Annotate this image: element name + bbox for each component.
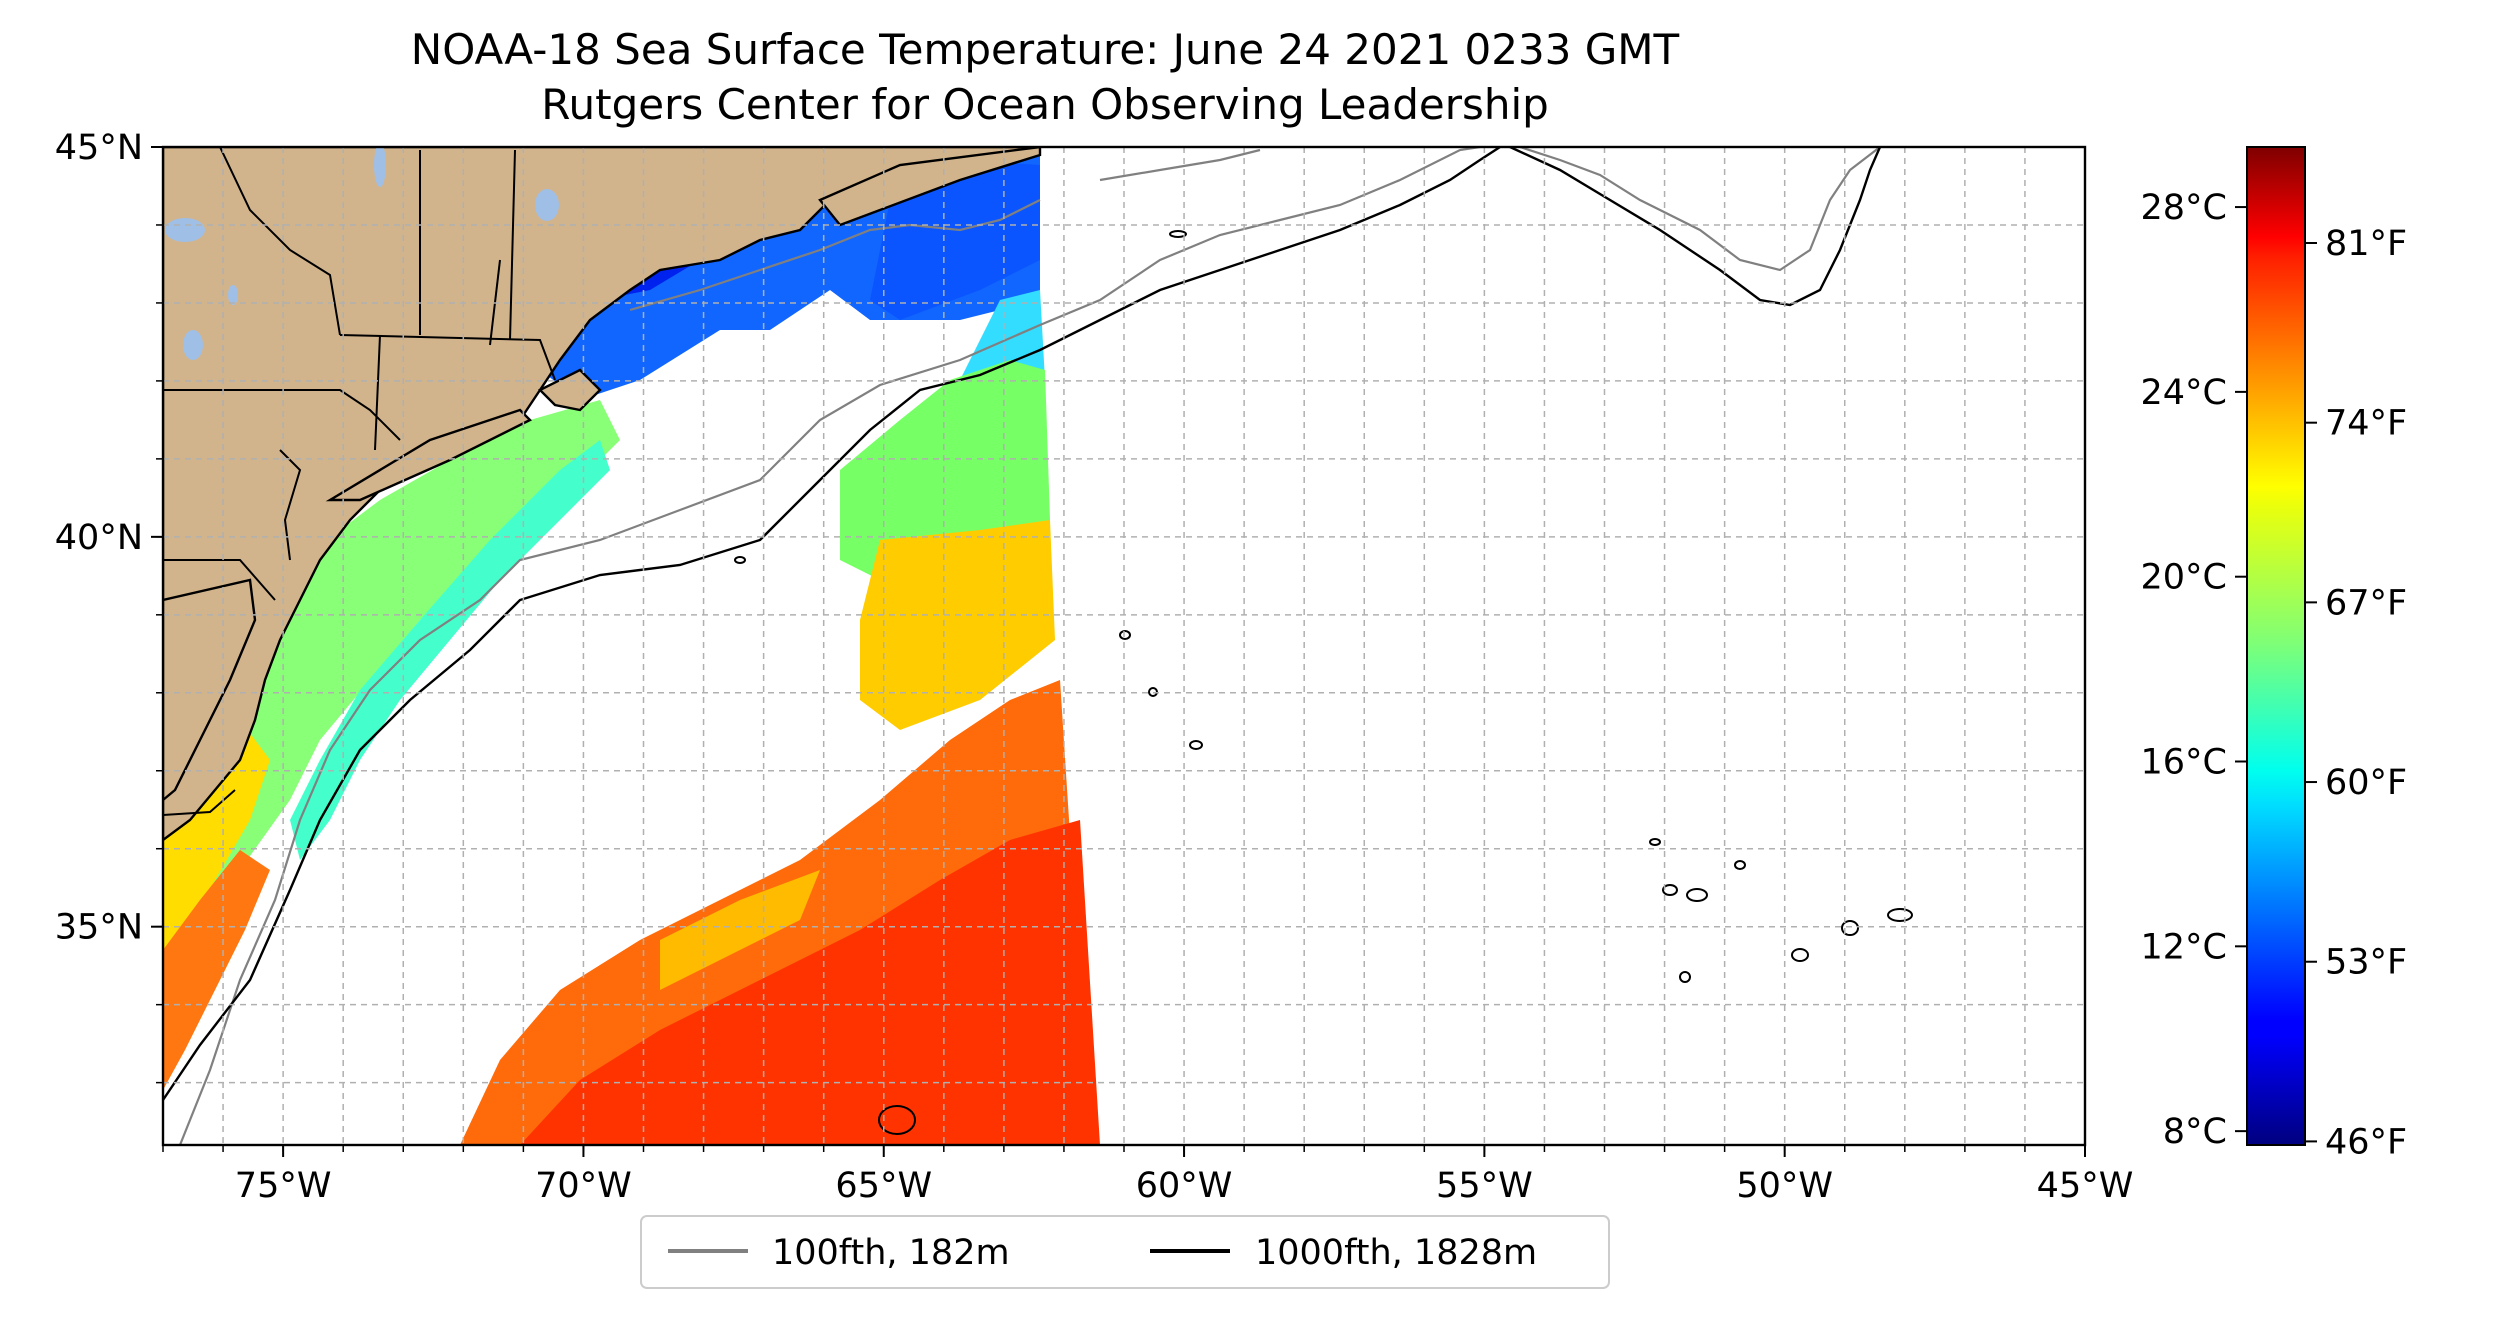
latitude-tick-label: 40°N [55, 518, 143, 558]
lake [228, 285, 238, 305]
colorbar-fahrenheit-label: 67°F [2325, 583, 2407, 623]
seamount [1649, 838, 1661, 846]
sst-slope-yellow [860, 520, 1055, 730]
sst-sargasso-yellow [660, 870, 820, 990]
colorbar-fahrenheit-axis: 46°F 53°F 60°F 67°F 74°F 81°F [2305, 224, 2407, 1162]
seamount [1887, 908, 1913, 922]
colorbar-celsius-label: 24°C [2141, 373, 2227, 413]
sst-shelf-aqua [290, 440, 610, 860]
colorbar-celsius-label: 20°C [2141, 558, 2227, 598]
lake [183, 330, 203, 360]
seamount [878, 1105, 916, 1135]
map-title: NOAA-18 Sea Surface Temperature: June 24… [410, 25, 1680, 74]
seamount [1734, 860, 1746, 870]
sst-gulf-stream-red [520, 820, 1100, 1145]
colorbar-fahrenheit-label: 74°F [2325, 404, 2407, 444]
colorbar-celsius-label: 28°C [2141, 188, 2227, 228]
land-delmarva [163, 578, 257, 802]
lake [374, 147, 386, 187]
colorbar-fahrenheit-label: 46°F [2325, 1122, 2407, 1162]
seamount [1662, 884, 1678, 896]
lake [165, 218, 205, 242]
longitude-tick-label: 45°W [2037, 1166, 2134, 1206]
land-cape-cod [537, 368, 602, 412]
seamount [1148, 687, 1158, 697]
sst-georges-bank [870, 160, 1040, 320]
seamount [1841, 920, 1859, 936]
map-panel: 75°W 70°W 65°W 60°W 55°W 50°W 45°W 45°N 40°N 35°… [55, 128, 2134, 1206]
seamount [1679, 971, 1691, 983]
seamount [1791, 948, 1809, 962]
seamounts [734, 230, 1913, 1135]
legend: 100fth, 182m 1000fth, 1828m [640, 1215, 1610, 1289]
lake [535, 189, 559, 221]
seamount [734, 556, 746, 564]
sst-slope-green [840, 360, 1050, 580]
seamount [1686, 888, 1708, 902]
colorbar-celsius-label: 16°C [2141, 743, 2227, 783]
colorbar-fahrenheit-label: 53°F [2325, 943, 2407, 983]
longitude-axis: 75°W 70°W 65°W 60°W 55°W 50°W 45°W [235, 1145, 2134, 1206]
lakes [165, 147, 559, 360]
longitude-tick-label: 55°W [1436, 1166, 1533, 1206]
seamount [1169, 230, 1187, 238]
longitude-tick-label: 65°W [835, 1166, 932, 1206]
latitude-axis: 45°N 40°N 35°N [55, 128, 163, 948]
seamount [1119, 630, 1131, 640]
map-subtitle: Rutgers Center for Ocean Observing Leade… [541, 80, 1549, 129]
land-nova-scotia [818, 147, 1042, 227]
colorbar-celsius-label: 8°C [2163, 1112, 2227, 1152]
latitude-minor-ticks [156, 146, 163, 1084]
longitude-tick-label: 75°W [235, 1166, 332, 1206]
colorbar-celsius-label: 12°C [2141, 927, 2227, 967]
colorbar-fahrenheit-label: 60°F [2325, 763, 2407, 803]
seamount [1189, 740, 1203, 750]
gridlines [163, 147, 2085, 1145]
legend-label-1000fth: 1000fth, 1828m [1255, 1233, 1537, 1273]
longitude-tick-label: 70°W [535, 1166, 632, 1206]
colorbar: 8°C 12°C 16°C 20°C 24°C 28°C 46°F 53°F 60°F 67°F… [2141, 146, 2407, 1162]
longitude-tick-label: 60°W [1136, 1166, 1233, 1206]
latitude-tick-label: 45°N [55, 128, 143, 168]
longitude-minor-ticks [162, 1145, 2086, 1152]
longitude-tick-label: 50°W [1736, 1166, 1833, 1206]
colorbar-gradient [2246, 146, 2306, 1146]
colorbar-fahrenheit-label: 81°F [2325, 224, 2407, 264]
land [163, 147, 1042, 842]
colorbar-celsius-axis: 8°C 12°C 16°C 20°C 24°C 28°C [2141, 188, 2247, 1152]
latitude-tick-label: 35°N [55, 908, 143, 948]
legend-box [640, 1215, 1610, 1289]
legend-label-100fth: 100fth, 182m [772, 1233, 1010, 1273]
land-long-island [325, 408, 533, 502]
isobath-100fth [178, 147, 1881, 1145]
sst-chesapeake-warm [163, 850, 270, 1090]
